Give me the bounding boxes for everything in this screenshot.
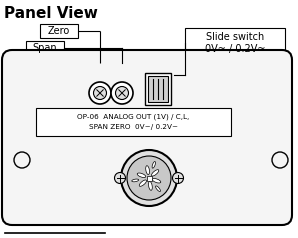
- Ellipse shape: [152, 178, 161, 183]
- Bar: [147, 175, 151, 180]
- Text: SPAN ZERO  0V~/ 0.2V~: SPAN ZERO 0V~/ 0.2V~: [89, 124, 178, 130]
- Bar: [36, 108, 231, 136]
- Ellipse shape: [146, 166, 150, 174]
- Ellipse shape: [137, 173, 146, 178]
- Circle shape: [111, 82, 133, 104]
- Ellipse shape: [156, 186, 160, 192]
- FancyBboxPatch shape: [2, 50, 292, 225]
- Bar: [148, 76, 168, 102]
- Circle shape: [272, 152, 288, 168]
- Text: Zero: Zero: [48, 26, 70, 36]
- Text: Span: Span: [33, 43, 57, 53]
- Bar: [145, 73, 171, 105]
- Text: Slide switch: Slide switch: [206, 32, 264, 42]
- Text: Panel View: Panel View: [4, 6, 98, 21]
- Circle shape: [127, 156, 171, 200]
- Ellipse shape: [139, 180, 147, 186]
- Circle shape: [121, 150, 177, 206]
- Text: OP-06  ANALOG OUT (1V) / C,L,: OP-06 ANALOG OUT (1V) / C,L,: [77, 114, 190, 120]
- Circle shape: [14, 152, 30, 168]
- Ellipse shape: [151, 170, 159, 176]
- Ellipse shape: [132, 179, 139, 182]
- Bar: [26, 41, 64, 55]
- Circle shape: [173, 173, 184, 183]
- Text: 0V~ / 0.2V~: 0V~ / 0.2V~: [205, 44, 265, 54]
- Circle shape: [116, 86, 128, 99]
- Ellipse shape: [152, 162, 156, 168]
- Circle shape: [89, 82, 111, 104]
- Circle shape: [94, 86, 106, 99]
- Bar: [40, 24, 78, 38]
- Bar: [185, 28, 285, 58]
- Circle shape: [114, 173, 125, 183]
- Ellipse shape: [148, 181, 152, 190]
